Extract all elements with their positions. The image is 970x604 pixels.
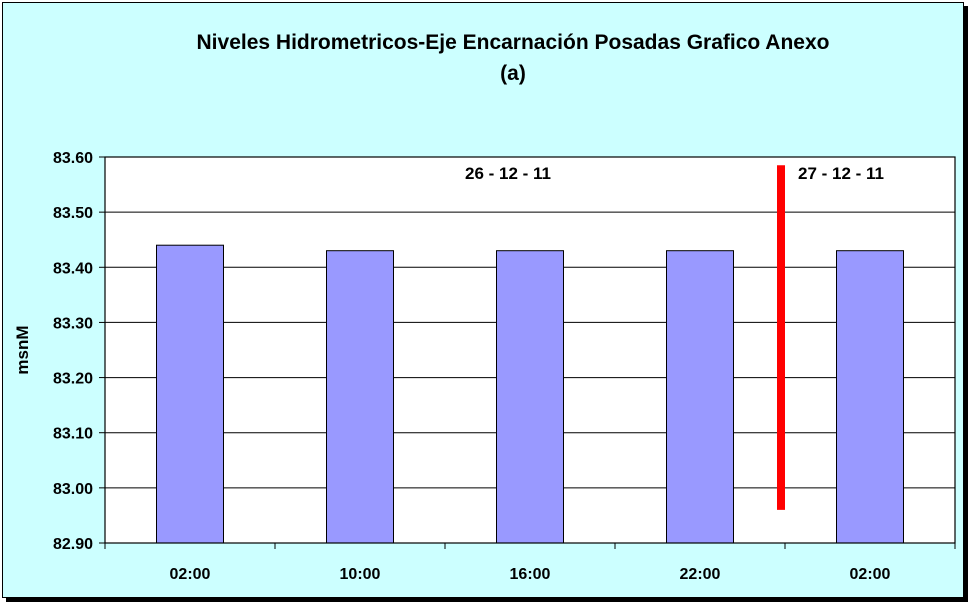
chart-subtitle: (a)	[500, 62, 526, 85]
y-axis-label: msnM	[13, 325, 32, 374]
y-tick-label: 83.50	[53, 205, 93, 222]
x-tick-label: 02:00	[850, 566, 891, 583]
x-tick-label: 22:00	[680, 566, 721, 583]
plot-border	[104, 156, 956, 544]
y-tick-label: 83.00	[53, 481, 93, 498]
x-tick-label: 10:00	[340, 566, 381, 583]
y-tick-label: 83.10	[53, 426, 93, 443]
date-annotation: 26 - 12 - 11	[465, 164, 551, 183]
x-tick-label: 02:00	[170, 566, 211, 583]
bar	[326, 250, 394, 544]
bar	[496, 250, 564, 544]
y-tick-label: 83.30	[53, 315, 93, 332]
x-tick-label: 16:00	[510, 566, 551, 583]
y-tick-label: 83.60	[53, 150, 93, 167]
date-annotation: 27 - 12 - 11	[798, 164, 884, 183]
bar	[836, 250, 904, 544]
y-tick-label: 83.20	[53, 371, 93, 388]
bar	[156, 244, 224, 544]
y-tick-label: 83.40	[53, 260, 93, 277]
chart-title: Niveles Hidrometricos-Eje Encarnación Po…	[197, 31, 830, 54]
plot-area: 82.90 83.00 83.10 83.20 83.30 83.40 83.50 83.60…	[53, 150, 956, 583]
bar	[666, 250, 734, 544]
y-tick-label: 82.90	[53, 536, 93, 553]
